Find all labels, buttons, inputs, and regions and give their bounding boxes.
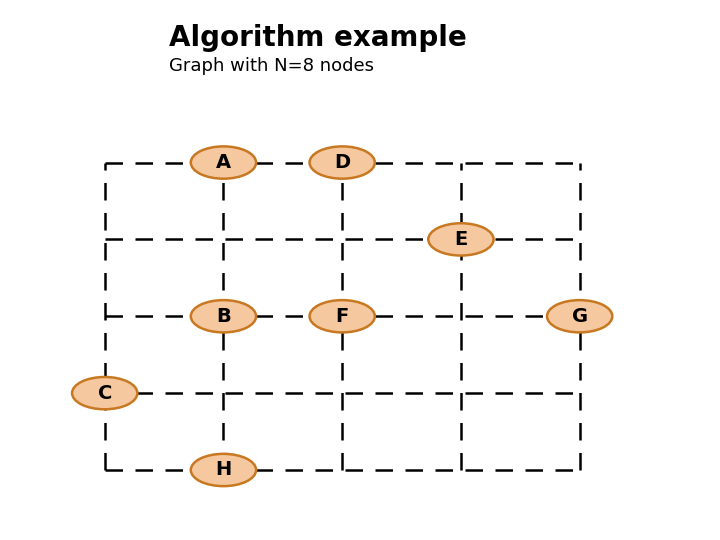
Ellipse shape <box>310 146 375 179</box>
Ellipse shape <box>428 223 494 255</box>
Ellipse shape <box>191 454 256 486</box>
Text: C: C <box>97 383 112 403</box>
Text: Algorithm example: Algorithm example <box>169 24 467 52</box>
Ellipse shape <box>310 300 375 333</box>
Text: A: A <box>216 153 231 172</box>
Text: F: F <box>336 307 348 326</box>
Text: H: H <box>215 461 232 480</box>
Text: B: B <box>216 307 231 326</box>
Text: E: E <box>454 230 467 249</box>
Text: G: G <box>572 307 588 326</box>
Text: D: D <box>334 153 350 172</box>
Text: Graph with N=8 nodes: Graph with N=8 nodes <box>169 57 374 75</box>
Ellipse shape <box>191 300 256 333</box>
Ellipse shape <box>547 300 612 333</box>
Ellipse shape <box>191 146 256 179</box>
Ellipse shape <box>72 377 138 409</box>
